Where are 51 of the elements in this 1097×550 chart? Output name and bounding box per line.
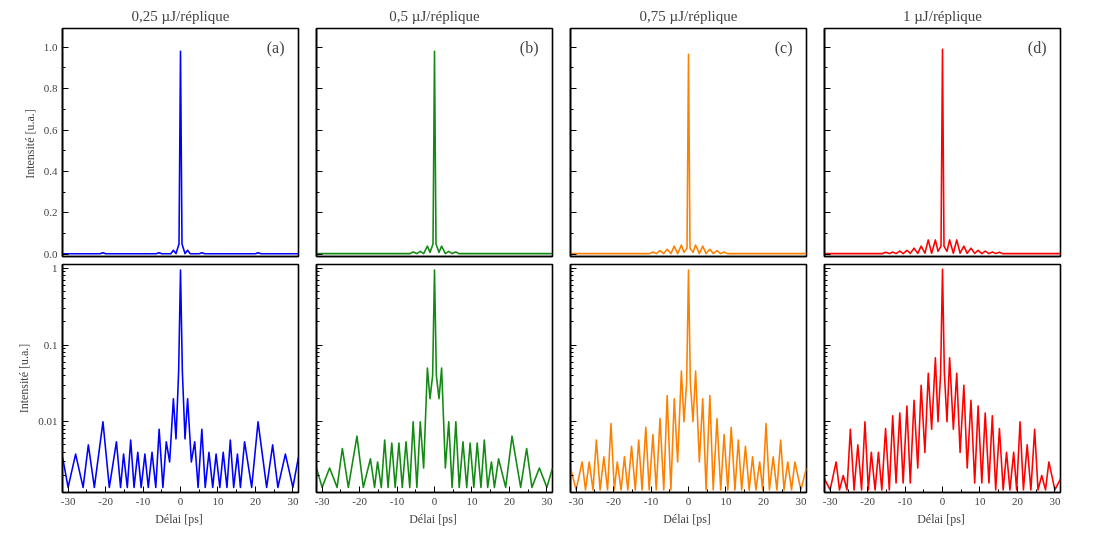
x-tick-label: 20 bbox=[1011, 494, 1024, 507]
x-tick-label: 0 bbox=[431, 494, 438, 507]
x-tick-label: 20 bbox=[757, 494, 770, 507]
x-tick-label: -30 bbox=[60, 494, 76, 507]
annotation: (a) bbox=[266, 38, 285, 57]
x-tick-label: -30 bbox=[314, 494, 330, 507]
y-axis-title: Intensité [u.a.] bbox=[22, 109, 37, 179]
y-tick-label: 1 bbox=[52, 261, 58, 274]
x-tick-label: 10 bbox=[466, 494, 478, 507]
x-tick-label: 10 bbox=[720, 494, 732, 507]
chart-title: 1 µJ/réplique bbox=[902, 7, 983, 24]
x-tick-label: 30 bbox=[287, 494, 299, 507]
x-tick-label: 0 bbox=[685, 494, 692, 507]
y-tick-label: 0.6 bbox=[43, 123, 58, 136]
y-tick-label: 0.8 bbox=[43, 82, 58, 95]
x-tick-label: -20 bbox=[860, 494, 876, 507]
y-tick-label: 0.1 bbox=[43, 338, 58, 351]
x-tick-label: 10 bbox=[212, 494, 224, 507]
chart-title: 0,5 µJ/réplique bbox=[389, 7, 480, 24]
x-tick-label: 0 bbox=[939, 494, 946, 507]
x-tick-label: 30 bbox=[541, 494, 553, 507]
annotation: (c) bbox=[774, 38, 793, 57]
x-tick-label: -10 bbox=[897, 494, 913, 507]
x-axis-title: Délai [ps] bbox=[917, 511, 965, 526]
chart-title: 0,25 µJ/réplique bbox=[131, 7, 230, 24]
chart-title: 0,75 µJ/réplique bbox=[639, 7, 738, 24]
y-tick-label: 0.0 bbox=[43, 247, 58, 260]
y-tick-label: 0.4 bbox=[43, 165, 58, 178]
annotation: (b) bbox=[519, 38, 539, 57]
x-tick-label: 10 bbox=[974, 494, 986, 507]
x-tick-label: 20 bbox=[503, 494, 516, 507]
y-tick-label: 0.2 bbox=[43, 206, 58, 219]
x-tick-label: -30 bbox=[568, 494, 584, 507]
x-axis-title: Délai [ps] bbox=[155, 511, 203, 526]
x-tick-label: -20 bbox=[98, 494, 114, 507]
y-tick-label: 0.01 bbox=[38, 415, 58, 428]
x-tick-label: -10 bbox=[389, 494, 405, 507]
x-tick-label: -20 bbox=[352, 494, 368, 507]
x-tick-label: -10 bbox=[135, 494, 151, 507]
x-tick-label: 30 bbox=[1049, 494, 1061, 507]
y-axis-title: Intensité [u.a.] bbox=[17, 343, 32, 414]
x-tick-label: -30 bbox=[822, 494, 838, 507]
x-tick-label: 30 bbox=[795, 494, 807, 507]
x-tick-label: 0 bbox=[177, 494, 184, 507]
y-tick-label: 1.0 bbox=[43, 40, 58, 53]
x-tick-label: 20 bbox=[249, 494, 262, 507]
x-axis-title: Délai [ps] bbox=[663, 511, 711, 526]
x-axis-title: Délai [ps] bbox=[409, 511, 457, 526]
x-tick-label: -20 bbox=[606, 494, 622, 507]
annotation: (d) bbox=[1027, 38, 1047, 57]
x-tick-label: -10 bbox=[643, 494, 659, 507]
